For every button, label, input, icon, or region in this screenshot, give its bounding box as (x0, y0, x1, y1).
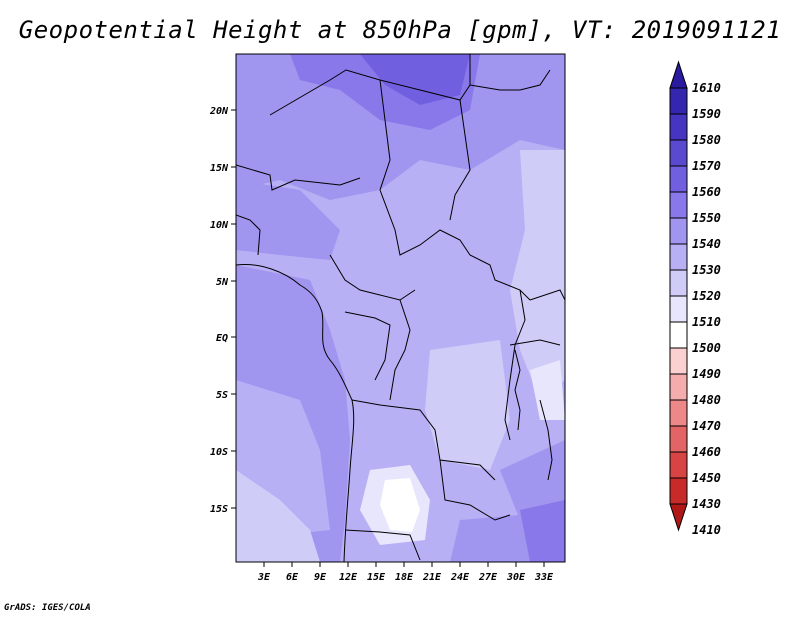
credit-label: GrADS: IGES/COLA (4, 603, 91, 613)
colorbar-label: 1590 (692, 107, 721, 121)
colorbar-label: 1530 (692, 263, 721, 277)
colorbar-box (669, 477, 688, 505)
field-se-max (520, 500, 565, 562)
border-zambia (439, 459, 511, 521)
border-lake-region (509, 339, 561, 346)
lon-label: 18E (395, 572, 414, 583)
map-frame (235, 53, 566, 563)
lat-label: 15S (210, 504, 228, 515)
colorbar-box (669, 165, 688, 193)
colorbar-box (669, 243, 688, 271)
colorbar-label: 1560 (692, 185, 721, 199)
lake-malawi (539, 399, 553, 481)
colorbar-box (669, 295, 688, 323)
field-south-min (380, 478, 420, 532)
lon-axis: 3E 6E 9E 12E 15E 18E 21E 24E 27E 30E 33E (257, 562, 554, 583)
coastline-west (236, 263, 355, 562)
lon-label: 12E (339, 572, 358, 583)
border-north-a (269, 69, 391, 191)
field-sw-low (236, 470, 320, 562)
colorbar-label: 1500 (692, 341, 721, 355)
colorbar-box (669, 139, 688, 167)
field-s-high (450, 515, 520, 562)
field-north-band (236, 54, 565, 200)
colorbar-box (669, 217, 688, 245)
lake-tanganyika (514, 349, 521, 431)
colorbar-box (669, 87, 688, 115)
border-angola-south (344, 529, 421, 561)
field-central-low (425, 340, 510, 470)
lon-label: 3E (257, 572, 271, 583)
colorbar-label: 1470 (692, 419, 721, 433)
field-north-max (360, 54, 470, 105)
border-congo-drc (389, 299, 411, 401)
border-red-sea (469, 69, 551, 91)
map-borders (236, 54, 565, 562)
colorbar-box (669, 269, 688, 297)
border-west-coast (236, 214, 261, 256)
lon-label: 30E (506, 572, 526, 583)
colorbar-label: 1610 (692, 81, 721, 95)
lat-label: 5S (216, 390, 228, 401)
border-cameroon (329, 254, 416, 301)
border-central-car (379, 189, 531, 301)
colorbar: 1610 1590 1580 1570 1560 1550 1540 1530 1520 1510… (669, 60, 721, 537)
lon-label: 27E (478, 572, 498, 583)
border-east-a (529, 289, 565, 301)
border-sudan-west (449, 99, 471, 221)
colorbar-label: 1510 (692, 315, 721, 329)
border-north-b (379, 54, 471, 101)
colorbar-box (669, 113, 688, 141)
lon-label: 9E (314, 572, 327, 583)
lat-label: EQ (216, 333, 228, 344)
field-east-low (510, 150, 565, 400)
colorbar-label: 1480 (692, 393, 721, 407)
lat-label: 20N (209, 106, 229, 117)
lon-label: 15E (367, 572, 386, 583)
lon-label: 33E (534, 572, 554, 583)
colorbar-label: 1550 (692, 211, 721, 225)
border-gabon-congo (344, 311, 391, 381)
lat-label: 5N (216, 277, 229, 288)
colorbar-box (669, 347, 688, 375)
colorbar-label: 1570 (692, 159, 721, 173)
lon-label: 21E (422, 572, 442, 583)
border-angola-north (351, 399, 496, 481)
map-title: Geopotential Height at 850hPa [gpm], VT:… (18, 16, 782, 44)
colorbar-box (669, 321, 688, 349)
lat-label: 15N (210, 163, 229, 174)
lon-label: 6E (286, 572, 299, 583)
colorbar-box (669, 399, 688, 427)
border-drc-east (504, 289, 526, 441)
lon-label: 24E (450, 572, 470, 583)
colorbar-label: 1410 (692, 523, 721, 537)
colorbar-box (669, 451, 688, 479)
colorbar-box (669, 425, 688, 453)
colorbar-label: 1580 (692, 133, 721, 147)
height-field (236, 54, 565, 562)
colorbar-label: 1520 (692, 289, 721, 303)
colorbar-label: 1460 (692, 445, 721, 459)
colorbar-label: 1450 (692, 471, 721, 485)
colorbar-label: 1430 (692, 497, 721, 511)
colorbar-top-triangle (669, 60, 688, 89)
lat-label: 10S (210, 447, 228, 458)
lat-label: 10N (210, 220, 229, 231)
colorbar-box (669, 191, 688, 219)
colorbar-box (669, 373, 688, 401)
colorbar-label: 1540 (692, 237, 721, 251)
lat-axis: 20N 15N 10N 5N EQ 5S 10S 15S (209, 106, 236, 515)
colorbar-label: 1490 (692, 367, 721, 381)
colorbar-bottom-triangle (669, 503, 688, 532)
border-sahel (236, 164, 361, 191)
field-west-high (236, 180, 340, 260)
field-east-min (530, 360, 565, 420)
